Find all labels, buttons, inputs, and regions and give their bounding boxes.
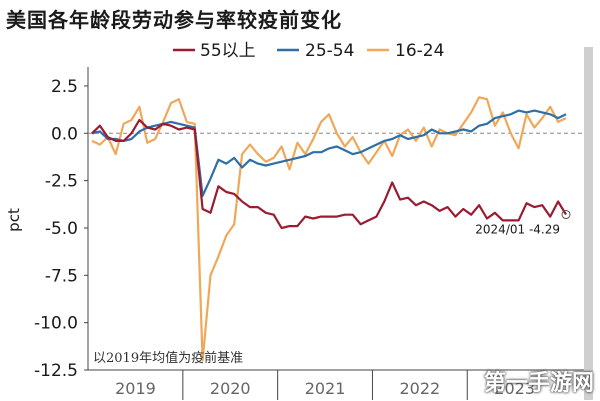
series-layer xyxy=(91,96,567,362)
annotation-layer: 2024/01 -4.29 以2019年均值为疫前基准 xyxy=(93,210,571,366)
chart-title: 美国各年龄段劳动参与率较疫前变化 xyxy=(6,8,342,32)
baseline-note: 以2019年均值为疫前基准 xyxy=(93,350,243,366)
legend-label: 25-54 xyxy=(305,41,354,61)
x-year-label: 2023 xyxy=(494,379,535,398)
right-edge-bar xyxy=(584,47,593,400)
y-tick-label: -12.5 xyxy=(34,361,78,381)
y-axis-title: pct xyxy=(5,208,23,232)
series-line-55以上 xyxy=(91,118,567,230)
y-tick-label: 2.5 xyxy=(51,77,78,97)
legend-label: 55以上 xyxy=(200,41,256,61)
legend: 55以上 25-54 16-24 xyxy=(173,41,444,61)
y-tick-label: -2.5 xyxy=(45,172,78,192)
series-line-16-24 xyxy=(91,96,567,362)
annotation-label: 2024/01 -4.29 xyxy=(475,223,560,237)
y-tick-label: -10.0 xyxy=(34,314,78,334)
x-year-label: 2019 xyxy=(115,379,156,398)
legend-label: 16-24 xyxy=(395,41,444,61)
annotation-marker xyxy=(561,210,571,220)
series-line-25-54 xyxy=(91,109,567,197)
x-year-label: 2020 xyxy=(210,379,251,398)
y-tick-label: -5.0 xyxy=(45,219,78,239)
x-year-label: 2021 xyxy=(305,379,346,398)
y-tick-label: 0.0 xyxy=(51,124,78,144)
watermark: 第一手游网 xyxy=(483,371,594,396)
x-year-label: 2022 xyxy=(399,379,440,398)
axes: 2.5 0.0 -2.5 -5.0 -7.5 -10.0 -12.5 pct 2019 2020 2… xyxy=(5,47,593,400)
y-tick-label: -7.5 xyxy=(45,266,78,286)
